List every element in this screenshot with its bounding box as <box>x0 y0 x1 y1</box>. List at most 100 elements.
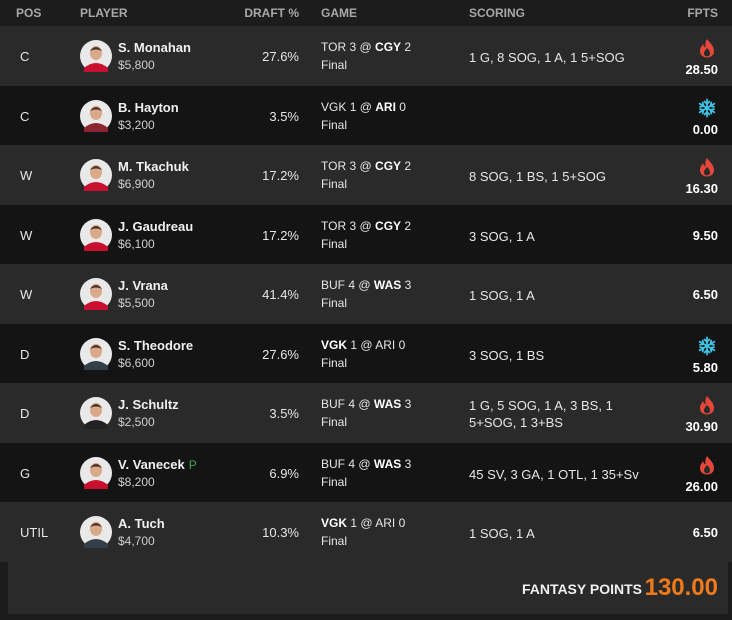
game: VGK 1 @ ARI 0 <box>321 338 405 352</box>
salary: $8,200 <box>118 474 155 489</box>
away-team: VGK <box>321 337 348 352</box>
away-score: 4 <box>348 278 356 292</box>
player-name-text: J. Schultz <box>118 397 179 412</box>
col-header: GAME <box>321 6 357 20</box>
game-status: Final <box>321 177 348 191</box>
fpts: 5.80 <box>692 359 718 375</box>
separator: @ <box>359 159 372 173</box>
game-status: Final <box>321 296 348 310</box>
game-status: Final <box>321 355 348 370</box>
player-name-text: J. Vrana <box>118 278 168 293</box>
away-team: BUF <box>321 456 345 471</box>
player-row: C B. Hayton $3,200 3.5% VGK 1 @ ARI 0 Final 0.… <box>0 85 732 145</box>
away-score: 1 <box>349 99 357 114</box>
player-name: S. Theodore <box>118 338 193 353</box>
game-status: Final <box>321 58 348 72</box>
salary: $2,500 <box>118 415 155 429</box>
salary: $6,600 <box>118 355 155 370</box>
home-team: CGY <box>375 40 402 54</box>
game: BUF 4 @ WAS 3 <box>321 457 411 471</box>
home-score: 2 <box>404 159 412 173</box>
separator: @ <box>358 397 371 411</box>
col-header: DRAFT % <box>244 6 299 20</box>
draft-pct: 27.6% <box>262 346 299 362</box>
salary: $5,500 <box>118 296 155 310</box>
away-score: 3 <box>349 159 357 173</box>
away-team: BUF <box>321 278 345 292</box>
cold-icon <box>698 98 716 117</box>
separator: @ <box>359 99 372 114</box>
away-score: 3 <box>349 218 357 233</box>
home-score: 0 <box>398 516 406 530</box>
player-row: UTIL A. Tuch $4,700 10.3% VGK 1 @ ARI 0 Final… <box>0 502 732 562</box>
scoring: 1 G, 8 SOG, 1 A, 1 5+SOG <box>469 50 625 65</box>
home-score: 3 <box>404 397 412 411</box>
player-name-text: S. Monahan <box>118 40 191 55</box>
separator: @ <box>360 516 373 530</box>
player-tag: P <box>188 457 197 472</box>
player-name: B. Hayton <box>118 100 179 115</box>
scoring: 45 SV, 3 GA, 1 OTL, 1 35+Sv <box>469 466 639 482</box>
fpts: 9.50 <box>692 227 718 243</box>
position: W <box>20 287 33 302</box>
player-name-text: M. Tkachuk <box>118 159 189 174</box>
home-team: WAS <box>373 456 402 471</box>
player-row: W J. Vrana $5,500 41.4% BUF 4 @ WAS 3 Final 1 … <box>0 264 732 324</box>
scoring: 3 SOG, 1 BS <box>469 347 545 363</box>
fpts: 28.50 <box>685 62 718 77</box>
avatar <box>80 337 112 370</box>
position: D <box>20 346 30 362</box>
position: W <box>20 227 33 243</box>
avatar <box>80 218 112 251</box>
scoring: 8 SOG, 1 BS, 1 5+SOG <box>469 169 606 184</box>
separator: @ <box>358 456 371 471</box>
avatar <box>80 40 112 72</box>
player-name: J. Schultz <box>118 397 179 412</box>
fpts: 26.00 <box>685 478 718 494</box>
salary: $6,900 <box>118 177 155 191</box>
player-row: C S. Monahan $5,800 27.6% TOR 3 @ CGY 2 Final… <box>0 26 732 86</box>
home-team: CGY <box>375 218 402 233</box>
salary: $6,100 <box>118 236 155 251</box>
scoring: 3 SOG, 1 A <box>469 228 535 244</box>
hot-icon <box>700 455 714 474</box>
home-team: CGY <box>375 159 402 173</box>
player-row: W J. Gaudreau $6,100 17.2% TOR 3 @ CGY 2 Fina… <box>0 204 732 264</box>
away-team: VGK <box>321 99 347 114</box>
col-header: POS <box>16 6 42 20</box>
game: TOR 3 @ CGY 2 <box>321 40 411 54</box>
hot-icon <box>700 396 714 415</box>
away-team: TOR <box>321 40 347 54</box>
separator: @ <box>359 218 372 233</box>
home-team: ARI <box>375 99 396 114</box>
separator: @ <box>358 278 371 292</box>
player-name-text: S. Theodore <box>118 337 194 353</box>
scoring: 1 G, 5 SOG, 1 A, 3 BS, 1 5+SOG, 1 3+BS <box>469 398 613 430</box>
game-status: Final <box>321 236 348 251</box>
avatar <box>80 516 112 548</box>
draft-pct: 10.3% <box>262 525 299 540</box>
fpts: 6.50 <box>692 525 718 540</box>
draft-pct: 27.6% <box>262 49 299 64</box>
game-status: Final <box>321 474 348 489</box>
away-team: BUF <box>321 397 345 411</box>
header-row: POS PLAYER DRAFT % GAME SCORING FPTS <box>0 0 732 26</box>
away-team: VGK <box>321 516 348 530</box>
player-name: J. Vrana <box>118 278 168 293</box>
salary: $5,800 <box>118 58 155 72</box>
cold-icon <box>698 336 716 355</box>
avatar <box>80 278 112 310</box>
away-score: 4 <box>348 456 356 471</box>
home-score: 3 <box>404 278 412 292</box>
col-header: FPTS <box>687 6 718 20</box>
salary: $4,700 <box>118 534 155 548</box>
home-team: ARI <box>375 337 396 352</box>
away-score: 3 <box>349 40 357 54</box>
draft-pct: 3.5% <box>269 406 299 421</box>
game-status: Final <box>321 415 348 429</box>
game: TOR 3 @ CGY 2 <box>321 219 411 233</box>
draft-pct: 17.2% <box>262 227 299 243</box>
scoring: 1 SOG, 1 A <box>469 288 535 303</box>
total-value: 130.00 <box>644 574 718 601</box>
separator: @ <box>360 337 373 352</box>
